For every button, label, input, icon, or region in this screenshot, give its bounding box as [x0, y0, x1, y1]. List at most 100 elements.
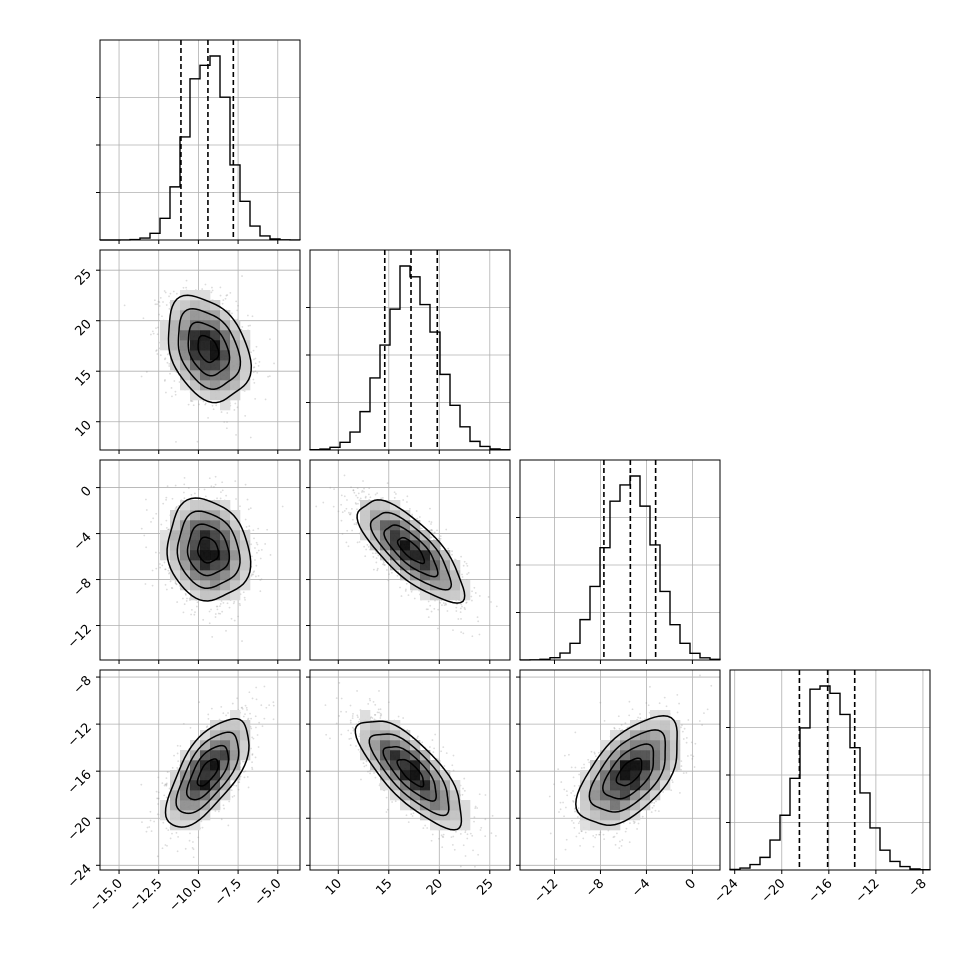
scatter-point	[245, 525, 248, 528]
density-cell	[390, 540, 401, 551]
scatter-point	[229, 291, 232, 294]
histogram-step	[519, 475, 721, 661]
density-cell	[190, 580, 201, 591]
scatter-point	[349, 512, 352, 514]
scatter-point	[455, 606, 458, 609]
density-cell	[190, 360, 201, 371]
scatter-point	[400, 595, 403, 597]
scatter-point	[154, 303, 157, 306]
density-cell	[200, 370, 211, 381]
scatter-point	[145, 498, 147, 501]
scatter-point	[254, 357, 257, 360]
scatter-point	[253, 570, 256, 573]
scatter-point	[150, 521, 152, 523]
scatter-point	[204, 403, 207, 406]
scatter-point	[158, 305, 161, 307]
scatter-point	[207, 416, 209, 419]
density-cell	[230, 330, 241, 341]
scatter-point	[376, 569, 379, 572]
scatter-point	[151, 569, 154, 572]
scatter-point	[246, 498, 249, 501]
scatter-point	[354, 502, 357, 504]
scatter-point	[376, 492, 379, 495]
scatter-point	[337, 510, 340, 513]
scatter-point	[431, 531, 433, 534]
density-cell	[220, 530, 231, 541]
scatter-point	[167, 569, 170, 572]
scatter-point	[165, 496, 168, 499]
density-cell	[210, 540, 221, 551]
scatter-point	[155, 567, 158, 570]
scatter-point	[175, 371, 178, 374]
contour-line	[369, 511, 453, 591]
scatter-point	[446, 610, 449, 612]
scatter-point	[457, 618, 460, 620]
scatter-point	[230, 617, 233, 620]
scatter-point	[385, 569, 388, 571]
scatter-point	[197, 488, 200, 491]
density-cell	[190, 570, 201, 581]
scatter-point	[476, 616, 479, 619]
panel-frame	[309, 249, 511, 451]
scatter-point	[156, 855, 159, 858]
scatter-point	[341, 511, 344, 514]
density-cell	[230, 520, 241, 531]
scatter-point	[355, 521, 358, 524]
scatter-point	[151, 584, 154, 587]
scatter-point	[257, 549, 260, 552]
scatter-point	[333, 488, 335, 491]
scatter-point	[234, 480, 237, 483]
scatter-point	[363, 545, 366, 548]
scatter-point	[461, 576, 464, 578]
density-cell	[430, 570, 441, 581]
scatter-point	[355, 503, 358, 505]
density-cell	[200, 590, 211, 601]
scatter-point	[466, 573, 469, 576]
scatter-point	[253, 381, 256, 384]
scatter-point	[204, 402, 207, 405]
scatter-point	[161, 315, 163, 318]
density-cell	[190, 320, 201, 331]
scatter-point	[452, 629, 454, 632]
scatter-point	[343, 495, 346, 498]
density-cell	[210, 390, 221, 401]
density-cell	[160, 540, 171, 551]
scatter-point	[495, 605, 498, 608]
scatter-point	[164, 357, 167, 360]
scatter-point	[163, 290, 166, 292]
scatter-point	[174, 580, 177, 583]
density-cell	[190, 520, 201, 531]
density-cell	[190, 390, 201, 401]
density-cell	[180, 370, 191, 381]
scatter-point	[456, 603, 458, 606]
scatter-point	[211, 404, 214, 407]
scatter-point	[387, 579, 390, 582]
density-cell	[190, 330, 201, 341]
scatter-point	[463, 560, 466, 563]
density-cell	[240, 560, 251, 571]
scatter-point	[433, 532, 435, 535]
scatter-point	[465, 601, 468, 604]
histogram-step	[99, 55, 301, 241]
scatter-point	[182, 611, 185, 614]
scatter-point	[376, 567, 379, 570]
scatter-point	[256, 551, 258, 554]
contour-line	[176, 510, 241, 590]
scatter-point	[162, 502, 165, 505]
contour-line	[167, 294, 253, 404]
scatter-point	[204, 495, 207, 498]
scatter-point	[226, 602, 229, 605]
density-cell	[420, 560, 431, 571]
density-cell	[380, 550, 391, 561]
scatter-point	[429, 507, 431, 510]
scatter-point	[252, 571, 255, 574]
density-cell	[180, 380, 191, 391]
scatter-point	[439, 537, 442, 540]
scatter-point	[243, 596, 246, 599]
scatter-point	[155, 349, 158, 352]
density-cell	[390, 530, 401, 541]
scatter-point	[365, 548, 368, 551]
scatter-point	[367, 545, 370, 548]
density-cell	[410, 560, 421, 571]
density-cell	[410, 520, 421, 531]
